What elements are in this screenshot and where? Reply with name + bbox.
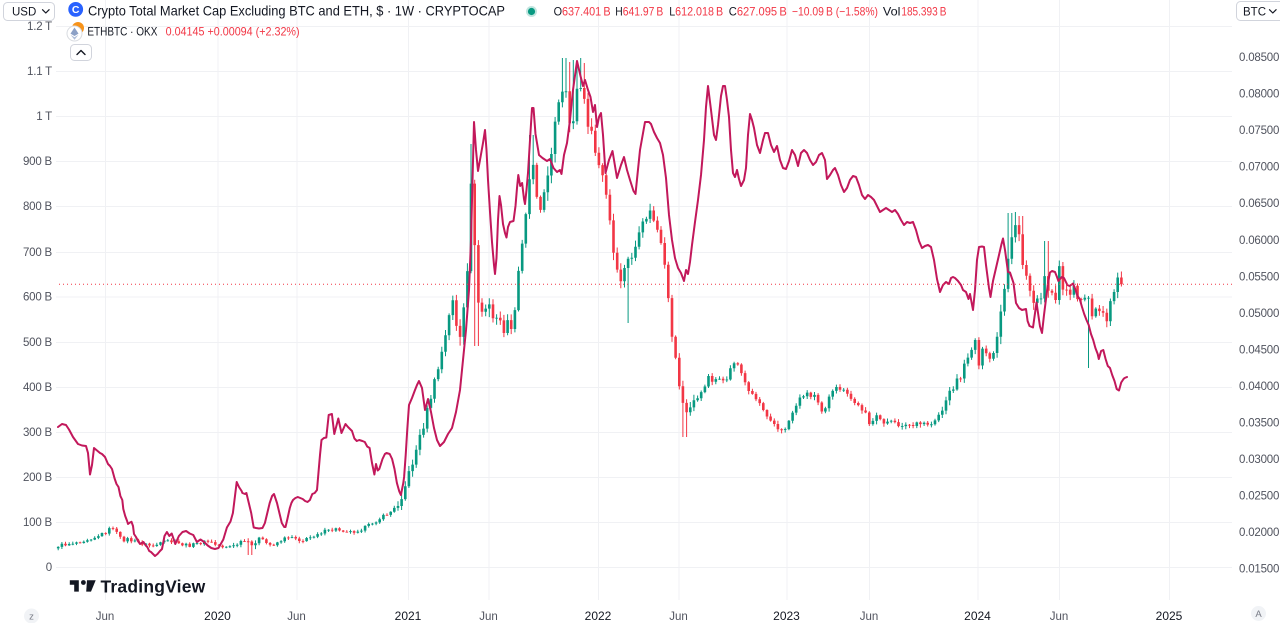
svg-text:0.03500: 0.03500 — [1239, 418, 1279, 430]
svg-text:1.1 T: 1.1 T — [27, 66, 52, 78]
svg-text:0.02500: 0.02500 — [1239, 491, 1279, 503]
svg-text:C627.095 B: C627.095 B — [729, 6, 787, 19]
svg-text:ETHBTC · OKX: ETHBTC · OKX — [87, 25, 157, 39]
svg-text:O637.401 B: O637.401 B — [554, 6, 611, 19]
svg-text:Vol: Vol — [883, 6, 901, 19]
svg-text:600 B: 600 B — [23, 292, 53, 304]
svg-text:0.06500: 0.06500 — [1239, 198, 1279, 210]
svg-text:Jun: Jun — [287, 611, 306, 623]
svg-text:Jun: Jun — [669, 611, 688, 623]
svg-text:2021: 2021 — [395, 609, 422, 623]
svg-text:900 B: 900 B — [23, 156, 53, 168]
svg-text:0.05500: 0.05500 — [1239, 271, 1279, 283]
svg-text:700 B: 700 B — [23, 247, 53, 259]
svg-text:USD: USD — [12, 7, 36, 19]
svg-text:Jun: Jun — [1050, 611, 1069, 623]
svg-text:185.393 B: 185.393 B — [901, 6, 946, 19]
svg-text:0.04500: 0.04500 — [1239, 344, 1279, 356]
svg-text:L612.018 B: L612.018 B — [669, 6, 723, 19]
svg-text:400 B: 400 B — [23, 382, 53, 394]
svg-text:0.03000: 0.03000 — [1239, 454, 1279, 466]
svg-text:Crypto Total Market Cap Exclud: Crypto Total Market Cap Excluding BTC an… — [88, 4, 505, 19]
svg-text:Jun: Jun — [96, 611, 115, 623]
svg-text:Jun: Jun — [479, 611, 498, 623]
svg-text:0.01500: 0.01500 — [1239, 564, 1279, 576]
svg-text:500 B: 500 B — [23, 337, 53, 349]
svg-text:0.07000: 0.07000 — [1239, 162, 1279, 174]
svg-text:800 B: 800 B — [23, 201, 53, 213]
svg-text:z: z — [29, 612, 34, 623]
svg-text:Jun: Jun — [860, 611, 879, 623]
svg-text:BTC: BTC — [1243, 7, 1266, 19]
svg-text:C: C — [72, 4, 80, 16]
svg-text:300 B: 300 B — [23, 427, 53, 439]
svg-text:0.07500: 0.07500 — [1239, 125, 1279, 137]
svg-text:0.06000: 0.06000 — [1239, 235, 1279, 247]
svg-text:100 B: 100 B — [23, 517, 53, 529]
svg-text:−10.09 B (−1.58%): −10.09 B (−1.58%) — [792, 6, 878, 19]
svg-text:2023: 2023 — [773, 609, 800, 623]
svg-text:2024: 2024 — [964, 609, 991, 623]
svg-text:TradingView: TradingView — [101, 577, 206, 597]
svg-text:0.08000: 0.08000 — [1239, 89, 1279, 101]
svg-text:0.05000: 0.05000 — [1239, 308, 1279, 320]
svg-text:2022: 2022 — [585, 609, 612, 623]
svg-text:0: 0 — [46, 562, 52, 574]
svg-text:0.02000: 0.02000 — [1239, 527, 1279, 539]
svg-text:2020: 2020 — [204, 609, 231, 623]
svg-text:H641.97 B: H641.97 B — [615, 6, 663, 19]
svg-text:0.04000: 0.04000 — [1239, 381, 1279, 393]
svg-text:A: A — [1255, 609, 1262, 620]
svg-text:1 T: 1 T — [36, 111, 52, 123]
svg-text:200 B: 200 B — [23, 472, 53, 484]
svg-text:1.2 T: 1.2 T — [27, 21, 52, 33]
svg-text:0.08500: 0.08500 — [1239, 52, 1279, 64]
svg-text:2025: 2025 — [1156, 609, 1183, 623]
svg-text:0.04145 +0.00094 (+2.32%): 0.04145 +0.00094 (+2.32%) — [166, 25, 300, 39]
